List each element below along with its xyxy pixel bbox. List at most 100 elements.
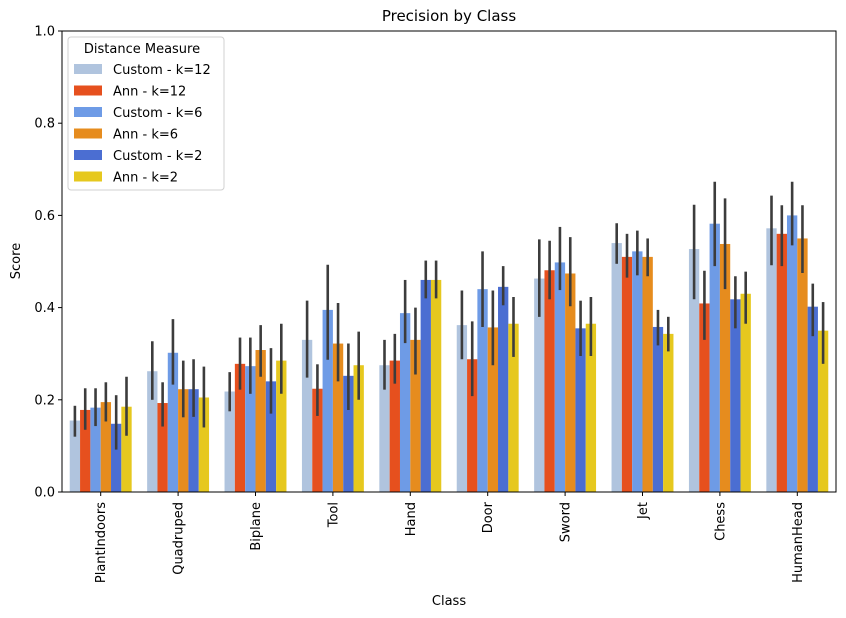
bar-Quadruped-3 bbox=[178, 389, 189, 492]
errorbars-layer bbox=[73, 181, 825, 450]
legend-box bbox=[67, 36, 225, 191]
bar-Door-0 bbox=[456, 325, 468, 492]
bar-Sword-5 bbox=[585, 323, 597, 492]
x-tick-label-Door: Door bbox=[481, 501, 496, 533]
bar-Chess-1 bbox=[699, 303, 710, 492]
y-tick-label: 0.8 bbox=[34, 117, 55, 132]
x-tick-label-Tool: Tool bbox=[326, 502, 341, 528]
bar-Biplane-1 bbox=[234, 363, 246, 492]
bar-PlantIndoors-0 bbox=[69, 420, 81, 492]
bar-Tool-2 bbox=[322, 309, 333, 492]
bar-Jet-0 bbox=[611, 243, 622, 492]
legend-title: Distance Measure bbox=[84, 42, 200, 57]
legend-swatch-1 bbox=[74, 85, 102, 96]
y-tick-label: 0.2 bbox=[34, 393, 55, 408]
x-tick-label-PlantIndoors: PlantIndoors bbox=[94, 502, 109, 583]
bar-Hand-2 bbox=[399, 313, 411, 492]
bar-Chess-2 bbox=[709, 223, 720, 492]
bar-Hand-0 bbox=[379, 365, 390, 492]
bar-Jet-3 bbox=[642, 256, 653, 492]
bar-Tool-0 bbox=[301, 339, 313, 492]
y-tick-label: 1.0 bbox=[34, 25, 55, 40]
bar-PlantIndoors-1 bbox=[80, 409, 91, 492]
legend: Distance Measure Custom - k=12 Ann - k=12… bbox=[67, 36, 225, 191]
bar-Chess-3 bbox=[719, 243, 731, 492]
bar-Quadruped-0 bbox=[147, 371, 158, 492]
x-tick-label-Sword: Sword bbox=[559, 502, 574, 542]
bar-Quadruped-1 bbox=[157, 403, 168, 492]
bar-HumanHead-1 bbox=[776, 233, 787, 492]
bar-Biplane-5 bbox=[276, 360, 287, 492]
bar-Chess-5 bbox=[740, 293, 751, 492]
bar-HumanHead-2 bbox=[786, 215, 798, 492]
bar-HumanHead-5 bbox=[817, 330, 829, 492]
bar-Biplane-2 bbox=[245, 366, 256, 492]
bar-Quadruped-5 bbox=[198, 397, 210, 492]
bar-PlantIndoors-4 bbox=[111, 423, 122, 492]
legend-swatch-4 bbox=[74, 150, 102, 160]
bar-Jet-2 bbox=[632, 251, 643, 492]
bar-Chess-4 bbox=[730, 299, 741, 492]
bar-Door-3 bbox=[487, 327, 499, 492]
bar-Biplane-3 bbox=[255, 350, 266, 492]
legend-label-1: Ann - k=12 bbox=[113, 85, 186, 100]
chart-title: Precision by Class bbox=[382, 7, 517, 25]
bar-Door-4 bbox=[498, 286, 509, 492]
bar-Door-2 bbox=[477, 289, 488, 492]
legend-swatch-0 bbox=[74, 64, 102, 74]
bar-Hand-3 bbox=[410, 339, 421, 492]
legend-swatch-3 bbox=[74, 128, 102, 139]
legend-label-3: Ann - k=6 bbox=[113, 128, 178, 143]
bar-Jet-4 bbox=[652, 326, 664, 492]
x-tick-label-Hand: Hand bbox=[404, 502, 419, 536]
bar-Quadruped-2 bbox=[167, 352, 179, 492]
bar-PlantIndoors-5 bbox=[121, 406, 132, 492]
y-tick-label: 0.4 bbox=[34, 301, 55, 316]
bar-Jet-5 bbox=[663, 333, 674, 492]
bar-Hand-5 bbox=[430, 279, 442, 492]
bar-PlantIndoors-2 bbox=[90, 407, 101, 492]
bar-Tool-3 bbox=[332, 343, 344, 492]
bar-Tool-5 bbox=[353, 365, 364, 492]
x-axis-label: Class bbox=[432, 594, 466, 609]
y-axis-label: Score bbox=[9, 243, 24, 279]
legend-label-4: Custom - k=2 bbox=[113, 149, 202, 164]
bar-Door-5 bbox=[508, 323, 519, 492]
bar-Sword-1 bbox=[544, 270, 555, 492]
bar-Sword-2 bbox=[554, 262, 566, 492]
legend-swatch-2 bbox=[74, 107, 102, 117]
bar-Jet-1 bbox=[621, 256, 633, 492]
y-tick-label: 0.0 bbox=[34, 486, 55, 501]
bar-Sword-4 bbox=[575, 328, 586, 492]
bar-HumanHead-3 bbox=[797, 238, 808, 492]
legend-label-0: Custom - k=12 bbox=[113, 63, 211, 78]
bar-Sword-0 bbox=[534, 278, 545, 492]
x-axis: PlantIndoors Quadruped Biplane Tool Hand Door… bbox=[94, 492, 806, 583]
bar-Biplane-0 bbox=[224, 391, 235, 492]
bar-Sword-3 bbox=[565, 273, 576, 492]
bar-Tool-1 bbox=[312, 388, 323, 492]
bar-Hand-4 bbox=[420, 279, 431, 492]
x-tick-label-HumanHead: HumanHead bbox=[791, 502, 806, 583]
legend-label-5: Ann - k=2 bbox=[113, 171, 178, 186]
y-tick-label: 0.6 bbox=[34, 209, 55, 224]
legend-label-2: Custom - k=6 bbox=[113, 106, 202, 121]
bar-Biplane-4 bbox=[265, 381, 277, 492]
bar-Hand-1 bbox=[389, 360, 400, 492]
plot-frame bbox=[61, 30, 837, 493]
bar-Door-1 bbox=[467, 359, 478, 492]
bar-PlantIndoors-3 bbox=[100, 402, 112, 492]
bar-Chess-0 bbox=[688, 249, 700, 492]
bar-Quadruped-4 bbox=[188, 389, 199, 492]
bar-HumanHead-4 bbox=[807, 306, 818, 492]
x-tick-label-Quadruped: Quadruped bbox=[172, 502, 187, 575]
legend-swatch-5 bbox=[74, 171, 102, 182]
bars-layer bbox=[69, 215, 829, 493]
bar-Tool-4 bbox=[343, 375, 354, 492]
x-tick-label-Jet: Jet bbox=[636, 502, 651, 520]
bar-HumanHead-0 bbox=[766, 228, 777, 493]
x-tick-label-Biplane: Biplane bbox=[249, 502, 264, 551]
legend-items: Custom - k=12 Ann - k=12 Custom - k=6 Ann -… bbox=[74, 63, 211, 186]
y-axis: 0.0 0.2 0.4 0.6 0.8 1.0 bbox=[34, 25, 62, 501]
